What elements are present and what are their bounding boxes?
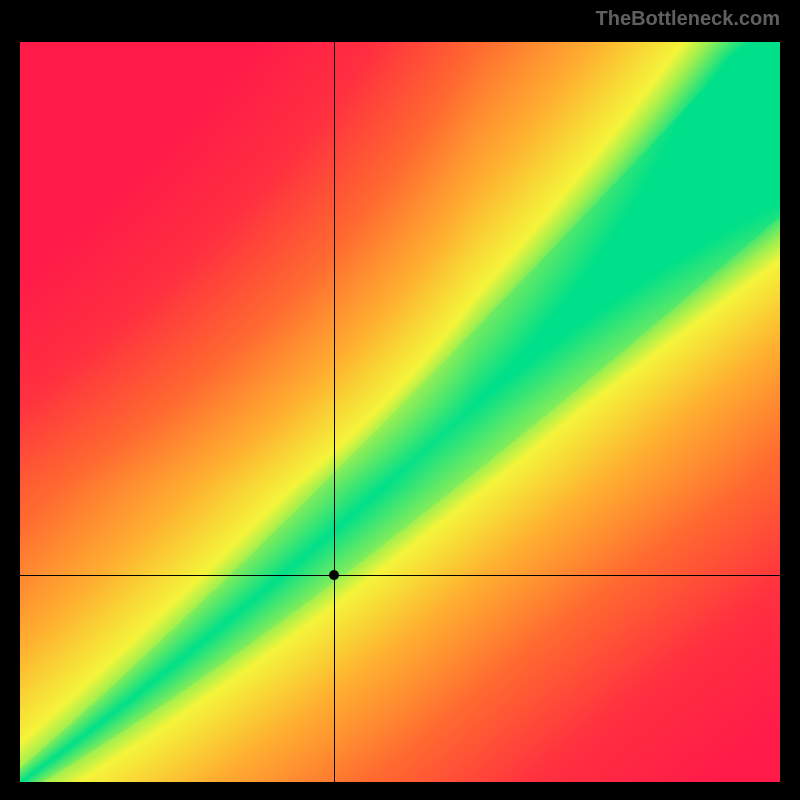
bottleneck-heatmap <box>20 42 780 782</box>
watermark-text: TheBottleneck.com <box>596 8 780 31</box>
crosshair-vertical <box>334 42 335 782</box>
crosshair-marker <box>329 570 339 580</box>
heatmap-canvas <box>20 42 780 782</box>
crosshair-horizontal <box>20 575 780 576</box>
